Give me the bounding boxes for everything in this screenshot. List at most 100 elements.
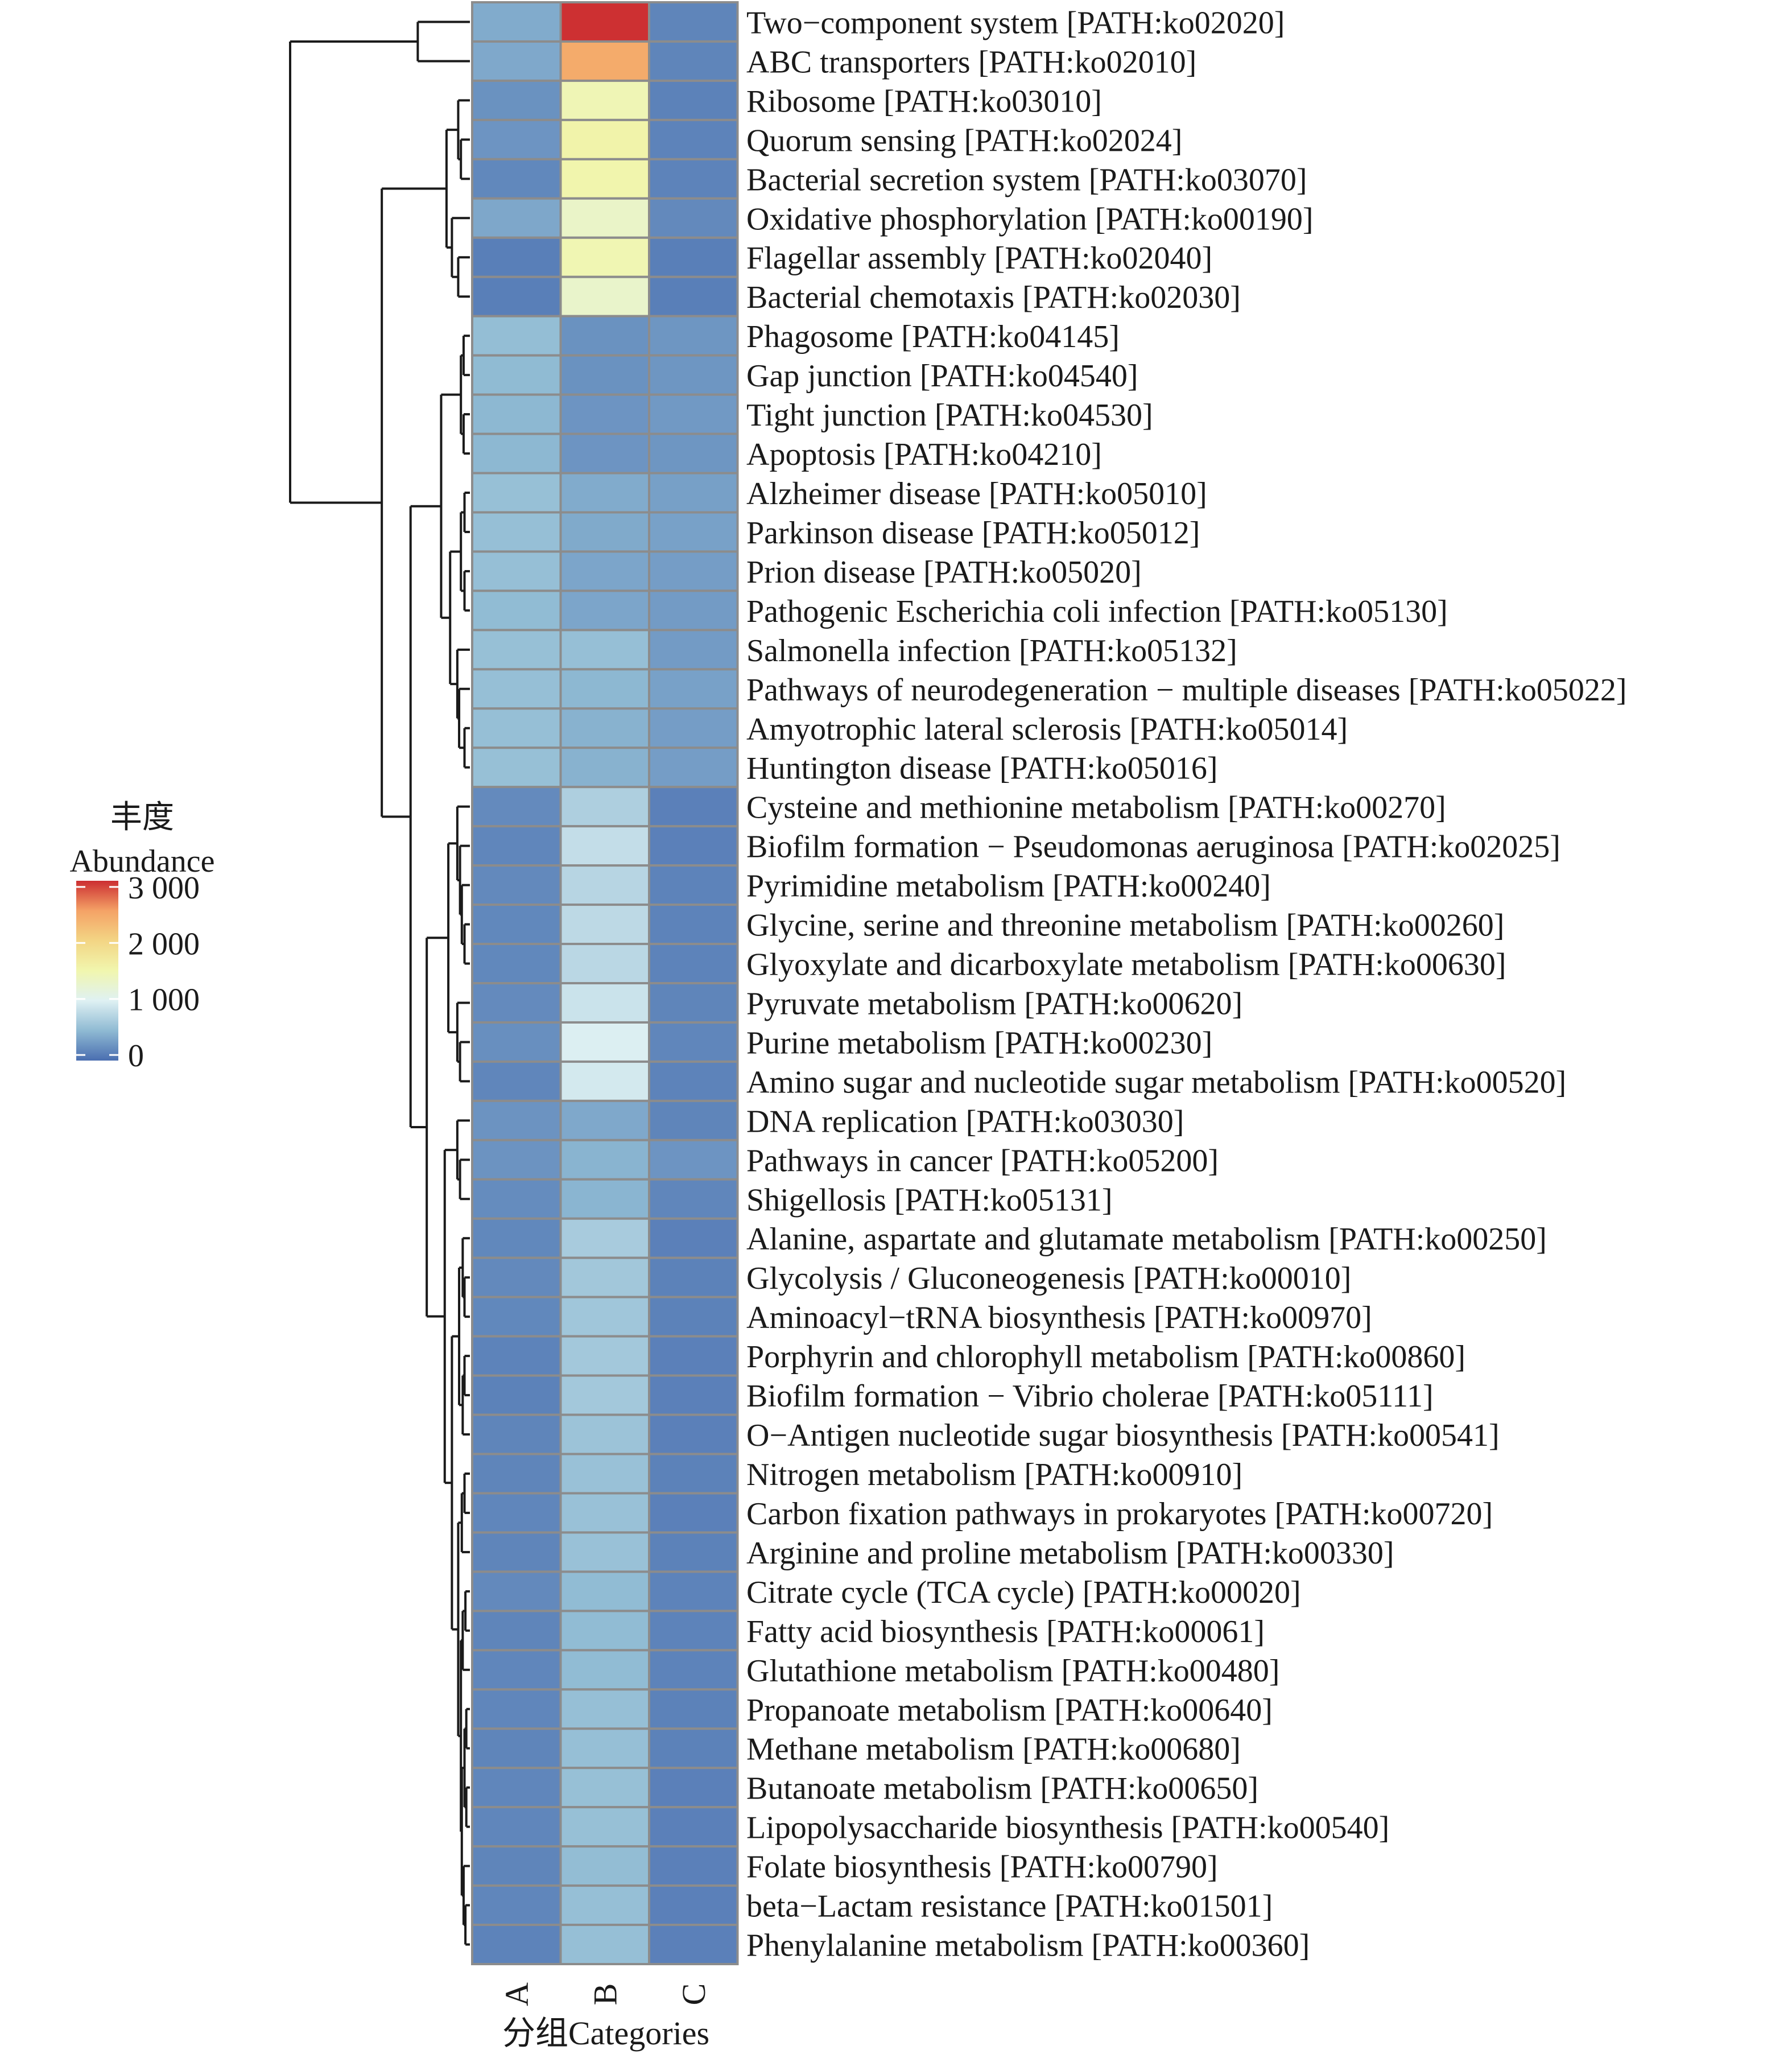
row-label: O−Antigen nucleotide sugar biosynthesis … <box>746 1418 1500 1453</box>
heatmap-cell-c-9 <box>648 354 739 396</box>
heatmap-cell-c-29 <box>648 1139 739 1181</box>
heatmap-cell-b-14 <box>559 550 650 592</box>
heatmap-cell-b-12 <box>559 472 650 514</box>
heatmap-cell-b-8 <box>559 315 650 357</box>
row-label: Quorum sensing [PATH:ko02024] <box>746 123 1182 158</box>
row-label: Prion disease [PATH:ko05020] <box>746 555 1142 590</box>
heatmap-cell-c-30 <box>648 1178 739 1220</box>
heatmap-cell-b-9 <box>559 354 650 396</box>
heatmap-cell-c-35 <box>648 1374 739 1416</box>
heatmap-cell-a-43 <box>471 1688 562 1730</box>
heatmap-cell-a-31 <box>471 1217 562 1259</box>
heatmap-cell-b-4 <box>559 158 650 200</box>
heatmap-cell-c-4 <box>648 158 739 200</box>
heatmap-cell-b-20 <box>559 786 650 828</box>
heatmap-cell-b-34 <box>559 1335 650 1377</box>
heatmap-cell-c-45 <box>648 1767 739 1809</box>
column-label-b: B <box>587 1983 624 2006</box>
heatmap-cell-c-12 <box>648 472 739 514</box>
heatmap-cell-c-11 <box>648 432 739 475</box>
heatmap-cell-c-44 <box>648 1727 739 1770</box>
heatmap-cell-a-4 <box>471 158 562 200</box>
heatmap-cell-c-32 <box>648 1256 739 1298</box>
row-label: Gap junction [PATH:ko04540] <box>746 358 1138 394</box>
row-label: Salmonella infection [PATH:ko05132] <box>746 633 1237 669</box>
heatmap-cell-b-18 <box>559 707 650 749</box>
heatmap-cell-b-7 <box>559 275 650 317</box>
row-labels: Two−component system [PATH:ko02020] ABC t… <box>746 5 1626 1963</box>
row-label: Phagosome [PATH:ko04145] <box>746 319 1120 354</box>
heatmap-cell-b-17 <box>559 668 650 710</box>
row-label: Shigellosis [PATH:ko05131] <box>746 1182 1113 1218</box>
heatmap-cell-a-21 <box>471 825 562 867</box>
row-label: Methane metabolism [PATH:ko00680] <box>746 1732 1241 1767</box>
heatmap-cell-c-47 <box>648 1845 739 1887</box>
heatmap-cell-c-38 <box>648 1492 739 1534</box>
heatmap-cell-a-41 <box>471 1610 562 1652</box>
heatmap-cell-c-21 <box>648 825 739 867</box>
heatmap-cell-b-42 <box>559 1649 650 1691</box>
heatmap-cell-a-40 <box>471 1570 562 1612</box>
row-label: Oxidative phosphorylation [PATH:ko00190] <box>746 201 1314 237</box>
heatmap-cell-b-0 <box>559 1 650 43</box>
heatmap-cell-b-48 <box>559 1884 650 1927</box>
heatmap-cell-c-40 <box>648 1570 739 1612</box>
heatmap-cell-a-37 <box>471 1453 562 1495</box>
row-label: Pathways of neurodegeneration − multiple… <box>746 673 1626 708</box>
heatmap-cell-a-32 <box>471 1256 562 1298</box>
heatmap-cell-c-14 <box>648 550 739 592</box>
heatmap-cell-b-11 <box>559 432 650 475</box>
legend-title-zh: 丰度 <box>110 800 174 835</box>
heatmap-cell-c-48 <box>648 1884 739 1927</box>
heatmap-cell-c-25 <box>648 982 739 1024</box>
heatmap-cell-b-1 <box>559 40 650 82</box>
heatmap-cell-c-16 <box>648 629 739 671</box>
heatmap-cell-c-13 <box>648 511 739 553</box>
heatmap-cell-c-34 <box>648 1335 739 1377</box>
row-label: Pathogenic Escherichia coli infection [P… <box>746 594 1448 629</box>
column-label-c: C <box>675 1983 712 2006</box>
heatmap-cell-c-28 <box>648 1099 739 1141</box>
heatmap-cell-b-2 <box>559 79 650 121</box>
heatmap-cells <box>471 1 739 1966</box>
heatmap-cell-b-45 <box>559 1767 650 1809</box>
heatmap-cell-a-35 <box>471 1374 562 1416</box>
heatmap-cell-a-22 <box>471 864 562 906</box>
heatmap-cell-a-27 <box>471 1060 562 1102</box>
row-label: Butanoate metabolism [PATH:ko00650] <box>746 1771 1258 1806</box>
heatmap-cell-b-46 <box>559 1806 650 1848</box>
heatmap-cell-b-24 <box>559 943 650 985</box>
row-label: Pyruvate metabolism [PATH:ko00620] <box>746 986 1242 1021</box>
row-label: Carbon fixation pathways in prokaryotes … <box>746 1496 1493 1532</box>
heatmap-cell-c-37 <box>648 1453 739 1495</box>
heatmap-cell-c-43 <box>648 1688 739 1730</box>
row-label: Ribosome [PATH:ko03010] <box>746 84 1102 119</box>
row-label: Two−component system [PATH:ko02020] <box>746 5 1285 40</box>
row-label: Fatty acid biosynthesis [PATH:ko00061] <box>746 1614 1265 1649</box>
heatmap-cell-a-30 <box>471 1178 562 1220</box>
row-label: Pyrimidine metabolism [PATH:ko00240] <box>746 869 1271 904</box>
row-label: Arginine and proline metabolism [PATH:ko… <box>746 1536 1394 1571</box>
row-label: Bacterial secretion system [PATH:ko03070… <box>746 162 1307 197</box>
heatmap-cell-b-30 <box>559 1178 650 1220</box>
heatmap-cell-b-27 <box>559 1060 650 1102</box>
row-label: Biofilm formation − Pseudomonas aerugino… <box>746 830 1560 865</box>
heatmap-cell-b-22 <box>559 864 650 906</box>
row-label: Flagellar assembly [PATH:ko02040] <box>746 241 1212 276</box>
x-axis-title: 分组Categories <box>502 2015 709 2052</box>
heatmap-cell-a-8 <box>471 315 562 357</box>
heatmap-cell-b-23 <box>559 904 650 946</box>
heatmap-cell-a-14 <box>471 550 562 592</box>
heatmap-cell-b-39 <box>559 1531 650 1573</box>
heatmap-cell-a-47 <box>471 1845 562 1887</box>
row-label: beta−Lactam resistance [PATH:ko01501] <box>746 1889 1273 1924</box>
heatmap-cell-a-34 <box>471 1335 562 1377</box>
heatmap-cell-a-12 <box>471 472 562 514</box>
heatmap-cell-a-20 <box>471 786 562 828</box>
heatmap-cell-c-8 <box>648 315 739 357</box>
heatmap-cell-a-17 <box>471 668 562 710</box>
heatmap-cell-a-0 <box>471 1 562 43</box>
heatmap-cell-a-24 <box>471 943 562 985</box>
heatmap-cell-c-31 <box>648 1217 739 1259</box>
